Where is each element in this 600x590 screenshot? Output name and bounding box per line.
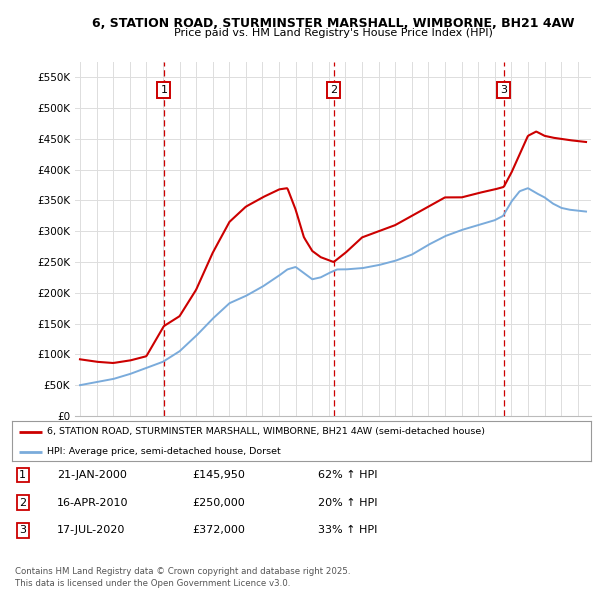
Text: 2: 2 bbox=[19, 498, 26, 507]
Text: Price paid vs. HM Land Registry's House Price Index (HPI): Price paid vs. HM Land Registry's House … bbox=[173, 28, 493, 38]
Text: 3: 3 bbox=[500, 86, 507, 95]
Text: 17-JUL-2020: 17-JUL-2020 bbox=[57, 526, 125, 535]
Text: 62% ↑ HPI: 62% ↑ HPI bbox=[318, 470, 377, 480]
Text: HPI: Average price, semi-detached house, Dorset: HPI: Average price, semi-detached house,… bbox=[47, 447, 280, 456]
Text: Contains HM Land Registry data © Crown copyright and database right 2025.
This d: Contains HM Land Registry data © Crown c… bbox=[15, 568, 350, 588]
Text: £250,000: £250,000 bbox=[192, 498, 245, 507]
Text: £372,000: £372,000 bbox=[192, 526, 245, 535]
Text: 16-APR-2010: 16-APR-2010 bbox=[57, 498, 128, 507]
Text: 21-JAN-2000: 21-JAN-2000 bbox=[57, 470, 127, 480]
Text: 6, STATION ROAD, STURMINSTER MARSHALL, WIMBORNE, BH21 4AW: 6, STATION ROAD, STURMINSTER MARSHALL, W… bbox=[92, 17, 574, 30]
Text: 33% ↑ HPI: 33% ↑ HPI bbox=[318, 526, 377, 535]
Text: 1: 1 bbox=[160, 86, 167, 95]
Text: 20% ↑ HPI: 20% ↑ HPI bbox=[318, 498, 377, 507]
Text: 6, STATION ROAD, STURMINSTER MARSHALL, WIMBORNE, BH21 4AW (semi-detached house): 6, STATION ROAD, STURMINSTER MARSHALL, W… bbox=[47, 427, 485, 436]
Text: 3: 3 bbox=[19, 526, 26, 535]
Text: 2: 2 bbox=[330, 86, 337, 95]
Text: 1: 1 bbox=[19, 470, 26, 480]
Text: £145,950: £145,950 bbox=[192, 470, 245, 480]
